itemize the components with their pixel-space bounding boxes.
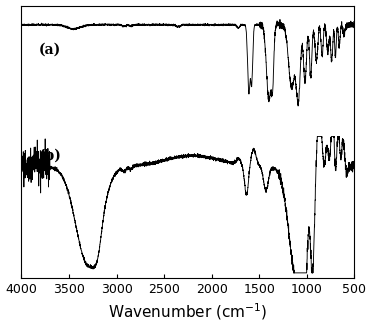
Text: (a): (a) [39,42,61,56]
Text: (b): (b) [39,149,61,163]
X-axis label: Wavenumber (cm$^{-1}$): Wavenumber (cm$^{-1}$) [108,302,267,322]
